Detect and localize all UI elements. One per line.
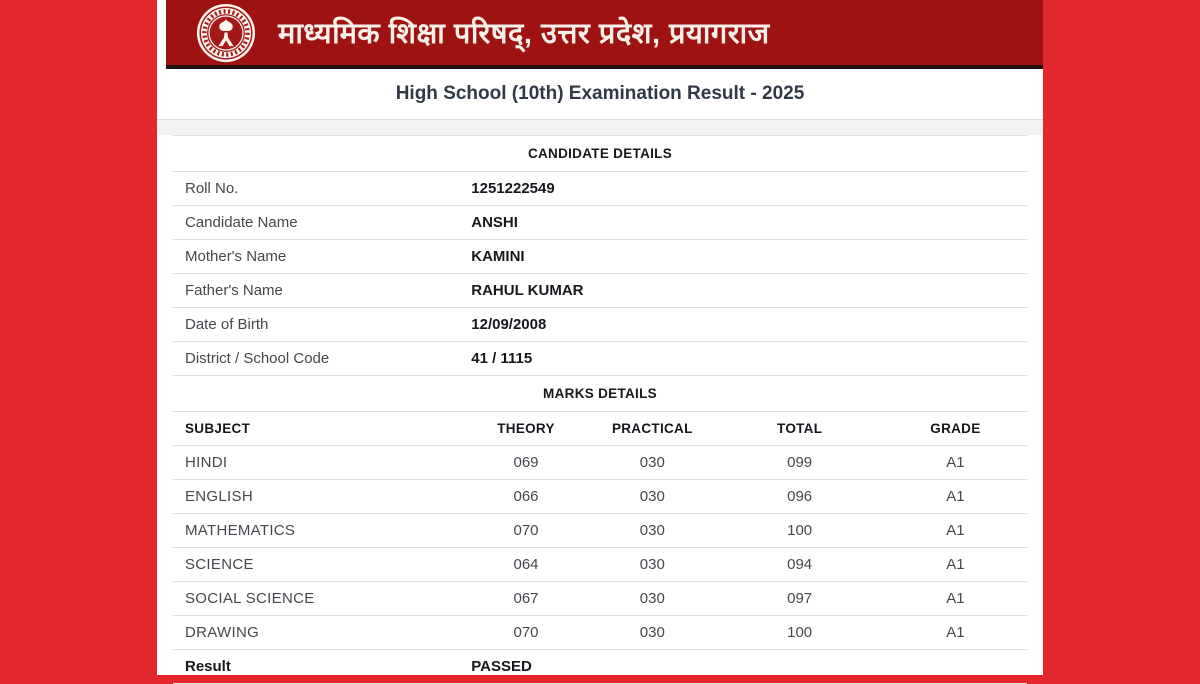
detail-value: 1251222549: [471, 180, 555, 197]
detail-row-date-of-birth: Date of Birth 12/09/2008: [173, 308, 1027, 342]
detail-label: Mother's Name: [185, 248, 287, 265]
subject-cell: HINDI: [185, 454, 228, 471]
practical-cell: 030: [639, 488, 665, 505]
total-cell: 096: [787, 488, 813, 505]
detail-row-district-school-code: District / School Code 41 / 1115: [173, 342, 1027, 376]
theory-cell: 069: [513, 454, 539, 471]
marks-row-english: ENGLISH 066 030 096 A1: [173, 480, 1027, 514]
subject-cell: SCIENCE: [185, 556, 254, 573]
page-title: High School (10th) Examination Result - …: [395, 83, 805, 104]
theory-cell: 070: [513, 624, 539, 641]
marks-row-science: SCIENCE 064 030 094 A1: [173, 548, 1027, 582]
total-cell: 099: [787, 454, 813, 471]
practical-cell: 030: [639, 454, 665, 471]
marks-row-drawing: DRAWING 070 030 100 A1: [173, 616, 1027, 650]
detail-value: KAMINI: [471, 248, 525, 265]
practical-cell: 030: [639, 522, 665, 539]
practical-cell: 030: [639, 624, 665, 641]
total-cell: 097: [787, 590, 813, 607]
total-cell: 100: [787, 522, 813, 539]
practical-cell: 030: [639, 556, 665, 573]
detail-value: 12/09/2008: [471, 316, 547, 333]
marks-header-row: SUBJECT THEORY PRACTICAL TOTAL GRADE: [173, 412, 1027, 446]
marks-row-social-science: SOCIAL SCIENCE 067 030 097 A1: [173, 582, 1027, 616]
result-page-card: माध्यमिक शिक्षा परिषद्, उत्तर प्रदेश, प्…: [157, 0, 1043, 684]
column-header-practical: PRACTICAL: [611, 421, 693, 436]
detail-row-roll-no: Roll No. 1251222549: [173, 172, 1027, 206]
column-header-grade: GRADE: [930, 421, 981, 436]
theory-cell: 070: [513, 522, 539, 539]
candidate-details-heading: CANDIDATE DETAILS: [173, 136, 1027, 172]
page-title-bar: High School (10th) Examination Result - …: [157, 69, 1043, 120]
header-banner: माध्यमिक शिक्षा परिषद्, उत्तर प्रदेश, प्…: [166, 0, 1043, 69]
practical-cell: 030: [639, 590, 665, 607]
detail-label: Date of Birth: [185, 316, 269, 333]
result-row: Result PASSED: [173, 650, 1027, 684]
detail-row-candidate-name: Candidate Name ANSHI: [173, 206, 1027, 240]
theory-cell: 066: [513, 488, 539, 505]
marks-row-mathematics: MATHEMATICS 070 030 100 A1: [173, 514, 1027, 548]
detail-label: Candidate Name: [185, 214, 298, 231]
detail-value: ANSHI: [471, 214, 518, 231]
subject-cell: SOCIAL SCIENCE: [185, 590, 315, 607]
detail-label: Roll No.: [185, 180, 239, 197]
grade-cell: A1: [946, 624, 965, 641]
org-name-hindi: माध्यमिक शिक्षा परिषद्, उत्तर प्रदेश, प्…: [278, 18, 770, 50]
grade-cell: A1: [946, 590, 965, 607]
detail-row-mother-name: Mother's Name KAMINI: [173, 240, 1027, 274]
subject-cell: ENGLISH: [185, 488, 253, 505]
marks-details-heading: MARKS DETAILS: [173, 376, 1027, 412]
theory-cell: 064: [513, 556, 539, 573]
total-cell: 100: [787, 624, 813, 641]
subject-cell: DRAWING: [185, 624, 260, 641]
subject-cell: MATHEMATICS: [185, 522, 296, 539]
grade-cell: A1: [946, 488, 965, 505]
result-label: Result: [185, 658, 231, 675]
up-board-emblem-icon: [196, 3, 256, 63]
detail-value: 41 / 1115: [471, 350, 533, 367]
grade-cell: A1: [946, 454, 965, 471]
column-header-subject: SUBJECT: [185, 421, 251, 436]
theory-cell: 067: [513, 590, 539, 607]
detail-label: Father's Name: [185, 282, 283, 299]
detail-value: RAHUL KUMAR: [471, 282, 584, 299]
column-header-total: TOTAL: [777, 421, 823, 436]
total-cell: 094: [787, 556, 813, 573]
column-header-theory: THEORY: [497, 421, 555, 436]
result-tables: CANDIDATE DETAILS Roll No. 1251222549 Ca…: [173, 135, 1027, 684]
detail-row-father-name: Father's Name RAHUL KUMAR: [173, 274, 1027, 308]
marks-row-hindi: HINDI 069 030 099 A1: [173, 446, 1027, 480]
grade-cell: A1: [946, 556, 965, 573]
divider-band: [157, 120, 1043, 135]
grade-cell: A1: [946, 522, 965, 539]
detail-label: District / School Code: [185, 350, 330, 367]
result-value: PASSED: [471, 658, 532, 675]
